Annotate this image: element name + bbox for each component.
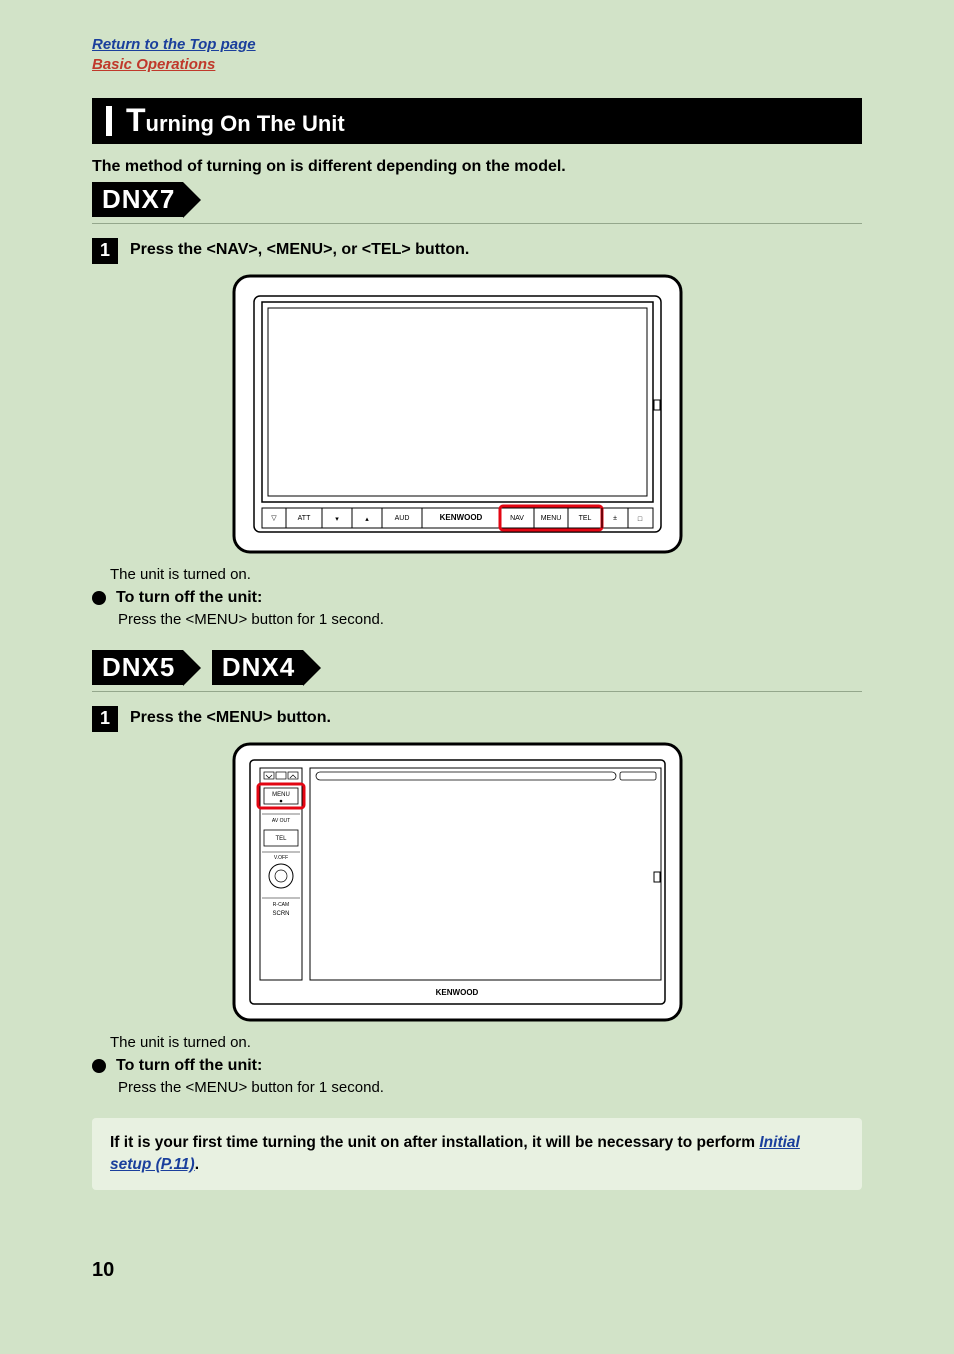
intro-text: The method of turning on is different de… <box>92 158 954 176</box>
basic-operations-link[interactable]: Basic Operations <box>92 55 954 75</box>
svg-text:AV OUT: AV OUT <box>272 818 290 824</box>
svg-text:NAV: NAV <box>510 515 524 522</box>
page-title-bar: Turning On The Unit <box>92 98 862 144</box>
step-row-1: 1 Press the <NAV>, <MENU>, or <TEL> butt… <box>92 238 954 264</box>
device-figure-dnx7: ▽ ATT ▾ ▴ AUD KENWOOD NAV MENU TEL ± □ <box>232 274 683 554</box>
svg-text:KENWOOD: KENWOOD <box>440 513 483 522</box>
page-number: 10 <box>92 1259 114 1282</box>
device-figure-dnx5: MENU AV OUT TEL V.OFF R-CAM SCRN KENWOOD <box>232 742 683 1022</box>
bullet-icon <box>92 1059 106 1073</box>
divider <box>92 223 862 224</box>
divider <box>92 691 862 692</box>
step-text: Press the <NAV>, <MENU>, or <TEL> button… <box>130 238 469 259</box>
svg-text:▴: ▴ <box>365 516 369 523</box>
note-after: . <box>195 1156 199 1173</box>
step-number: 1 <box>92 706 118 732</box>
page-title: Turning On The Unit <box>126 102 345 139</box>
model-badges-2: DNX5 DNX4 <box>92 650 954 685</box>
note-before: If it is your first time turning the uni… <box>110 1134 759 1151</box>
title-accent <box>106 106 112 136</box>
svg-text:R-CAM: R-CAM <box>273 902 289 908</box>
result-text-1: The unit is turned on. <box>110 566 954 583</box>
step-row-2: 1 Press the <MENU> button. <box>92 706 954 732</box>
svg-text:AUD: AUD <box>395 515 410 522</box>
turnoff-label: To turn off the unit: <box>116 1057 262 1075</box>
svg-text:KENWOOD: KENWOOD <box>436 988 479 997</box>
step-number: 1 <box>92 238 118 264</box>
turnoff-heading-2: To turn off the unit: <box>92 1057 954 1075</box>
turnoff-instruction-1: Press the <MENU> button for 1 second. <box>118 611 954 628</box>
svg-text:MENU: MENU <box>541 515 562 522</box>
svg-text:▽: ▽ <box>271 515 277 522</box>
svg-text:±: ± <box>613 515 617 522</box>
return-top-link[interactable]: Return to the Top page <box>92 35 954 55</box>
svg-text:▾: ▾ <box>335 516 339 523</box>
svg-text:TEL: TEL <box>275 836 287 842</box>
note-text: If it is your first time turning the uni… <box>110 1132 844 1177</box>
note-box: If it is your first time turning the uni… <box>92 1118 862 1191</box>
bullet-icon <box>92 591 106 605</box>
badge-dnx5: DNX5 <box>92 650 183 685</box>
turnoff-instruction-2: Press the <MENU> button for 1 second. <box>118 1079 954 1096</box>
svg-text:TEL: TEL <box>579 515 592 522</box>
badge-dnx4: DNX4 <box>212 650 303 685</box>
svg-text:V.OFF: V.OFF <box>274 855 288 861</box>
turnoff-label: To turn off the unit: <box>116 589 262 607</box>
badge-dnx7: DNX7 <box>92 182 183 217</box>
model-badges-1: DNX7 <box>92 182 954 217</box>
svg-text:ATT: ATT <box>298 515 311 522</box>
turnoff-heading-1: To turn off the unit: <box>92 589 954 607</box>
svg-text:MENU: MENU <box>272 792 290 798</box>
result-text-2: The unit is turned on. <box>110 1034 954 1051</box>
step-text: Press the <MENU> button. <box>130 706 331 727</box>
svg-text:SCRN: SCRN <box>272 911 289 917</box>
title-dropcap: T <box>126 102 146 138</box>
title-rest: urning On The Unit <box>146 111 345 136</box>
